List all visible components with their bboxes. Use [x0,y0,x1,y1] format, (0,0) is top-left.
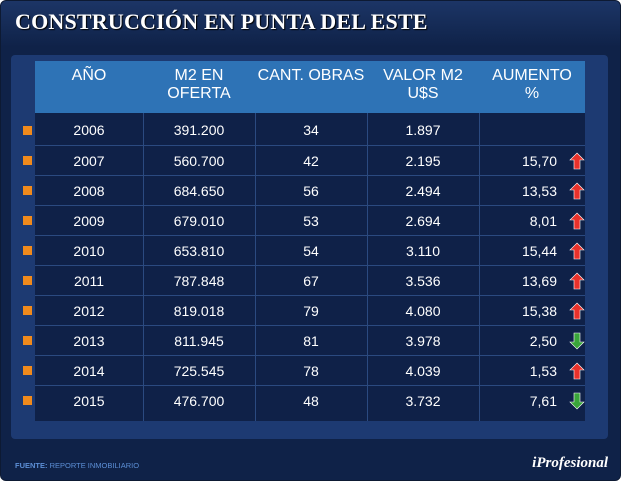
cell-m2-oferta: 811.945 [174,333,224,349]
cell-year: 2012 [73,303,105,319]
cell-m2-oferta: 725.545 [173,363,225,379]
cell-valor-m2: 3.536 [405,273,441,289]
column-divider [143,113,144,421]
cell-cant-obras: 42 [303,153,319,169]
cell-cant-obras: 79 [303,303,319,319]
row-bullet [23,186,32,195]
source-label: FUENTE: [15,461,48,470]
table-row: 2011 787.848 67 3.536 13,69 [35,265,585,296]
header-cant-obras: CANT. OBRAS [257,67,365,84]
row-bullet [23,306,32,315]
cell-valor-m2: 3.732 [405,393,441,409]
row-bullet [23,216,32,225]
table-body: 2006 391.200 34 1.897 2007 560.700 42 2.195 15,7… [35,113,585,421]
arrow-up-icon [569,302,585,320]
cell-year: 2013 [73,333,105,349]
row-bullet [23,276,32,285]
cell-valor-m2: 3.978 [405,333,441,349]
table-header: AÑO M2 EN OFERTA CANT. OBRAS VALOR M2 U$S AUM… [35,61,585,113]
arrow-up-icon [569,212,585,230]
row-bullet [23,396,32,405]
cell-aumento: 15,38 [521,303,557,319]
arrow-up-icon [569,152,585,170]
brand-logo: iProfesional [532,455,608,471]
table-row: 2009 679.010 53 2.694 8,01 [35,205,585,236]
header-year: AÑO [71,67,107,84]
footer-bar [1,447,620,480]
cell-year: 2007 [73,153,105,169]
row-bullet [23,126,32,135]
arrow-up-icon [569,242,585,260]
arrow-up-icon [569,182,585,200]
row-bullet [23,246,32,255]
table-row: 2010 653.810 54 3.110 15,44 [35,235,585,266]
cell-m2-oferta: 819.018 [173,303,225,319]
cell-year: 2010 [73,243,105,259]
cell-aumento: 8,01 [529,213,557,229]
header-aumento: AUMENTO% [492,67,572,102]
cell-m2-oferta: 684.650 [173,183,225,199]
arrow-up-icon [569,362,585,380]
cell-aumento: 2,50 [529,333,557,349]
cell-cant-obras: 34 [303,122,319,138]
column-divider [479,113,480,421]
cell-cant-obras: 53 [303,213,319,229]
cell-aumento: 13,53 [521,183,557,199]
cell-cant-obras: 81 [303,333,319,349]
cell-year: 2009 [73,213,105,229]
cell-aumento: 1,53 [529,363,557,379]
cell-m2-oferta: 560.700 [173,153,225,169]
cell-m2-oferta: 476.700 [173,393,225,409]
header-valor-m2: VALOR M2 U$S [383,67,463,102]
arrow-up-icon [569,272,585,290]
header-m2-oferta: M2 EN OFERTA [167,67,231,102]
cell-valor-m2: 2.195 [405,153,441,169]
table-row: 2015 476.700 48 3.732 7,61 [35,385,585,416]
row-bullet [23,156,32,165]
arrow-down-icon [569,332,585,350]
cell-valor-m2: 3.110 [406,243,440,259]
cell-aumento [479,115,557,145]
cell-m2-oferta: 787.848 [173,273,225,289]
cell-cant-obras: 54 [303,243,319,259]
cell-year: 2006 [73,122,105,138]
cell-year: 2014 [73,363,105,379]
cell-cant-obras: 48 [303,393,319,409]
cell-cant-obras: 67 [303,273,319,289]
cell-year: 2015 [73,393,105,409]
table-row: 2013 811.945 81 3.978 2,50 [35,325,585,356]
table-row: 2008 684.650 56 2.494 13,53 [35,175,585,206]
cell-aumento: 15,44 [521,243,557,259]
table-row: 2012 819.018 79 4.080 15,38 [35,295,585,326]
cell-valor-m2: 2.694 [405,213,441,229]
cell-m2-oferta: 391.200 [173,122,225,138]
cell-valor-m2: 1.897 [405,122,441,138]
table-row: 2007 560.700 42 2.195 15,70 [35,145,585,176]
arrow-down-icon [569,392,585,410]
cell-year: 2011 [73,273,105,289]
cell-cant-obras: 78 [303,363,319,379]
cell-aumento: 13,69 [521,273,557,289]
title-bar: CONSTRUCCIÓN EN PUNTA DEL ESTE [1,1,620,47]
cell-valor-m2: 4.039 [405,363,441,379]
cell-year: 2008 [73,183,105,199]
cell-aumento: 15,70 [521,153,557,169]
cell-m2-oferta: 653.810 [173,243,225,259]
row-bullet [23,366,32,375]
table-row: 2006 391.200 34 1.897 [35,115,585,145]
cell-aumento: 7,61 [529,393,557,409]
cell-valor-m2: 2.494 [405,183,441,199]
column-divider [367,113,368,421]
source-text: REPORTE INMOBILIARIO [49,461,140,470]
cell-m2-oferta: 679.010 [173,213,225,229]
table-row: 2014 725.545 78 4.039 1,53 [35,355,585,386]
source-note: FUENTE: REPORTE INMOBILIARIO [15,461,139,470]
column-divider [255,113,256,421]
page-title: CONSTRUCCIÓN EN PUNTA DEL ESTE [15,9,428,34]
cell-valor-m2: 4.080 [405,303,441,319]
row-bullet [23,336,32,345]
cell-cant-obras: 56 [303,183,319,199]
